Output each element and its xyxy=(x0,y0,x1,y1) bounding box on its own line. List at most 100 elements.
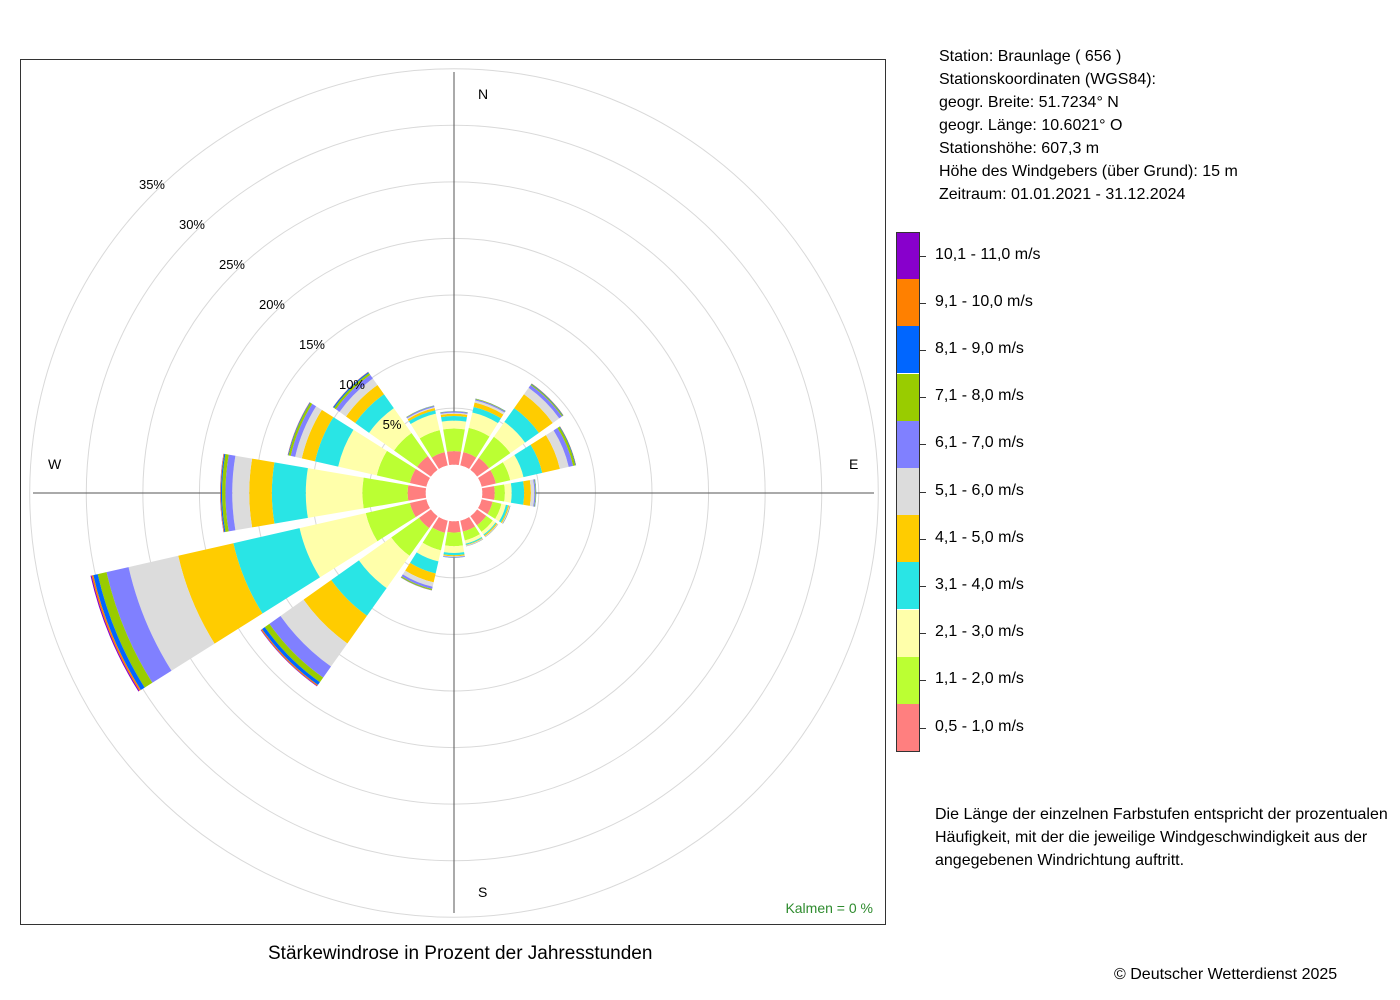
ring-label: 5% xyxy=(383,417,402,432)
rose-segment-e-3 xyxy=(510,481,525,505)
ring-label: 35% xyxy=(139,177,165,192)
legend-swatch xyxy=(896,468,920,515)
legend-label: 8,1 - 9,0 m/s xyxy=(935,340,1024,357)
rose-segment-ssw-2 xyxy=(416,542,441,562)
rose-segment-ese-4 xyxy=(500,505,510,524)
rose-segment-nw-2 xyxy=(369,408,412,451)
legend-label: 9,1 - 10,0 m/s xyxy=(935,292,1033,310)
legend-label: 4,1 - 5,0 m/s xyxy=(935,528,1024,546)
rose-segment-wnw-3 xyxy=(314,417,354,467)
legend-label: 1,1 - 2,0 m/s xyxy=(935,670,1024,688)
rose-segment-sse-2 xyxy=(464,534,482,544)
station-info: Station: Braunlage ( 656 ) Stationskoord… xyxy=(939,45,1238,206)
rose-segment-ene-6 xyxy=(553,427,574,467)
wind-rose-svg: 5% 10% 15% 20% 25% 30% 35% xyxy=(29,68,879,918)
rose-segment-nw-3 xyxy=(355,394,394,433)
legend-tick xyxy=(920,491,926,493)
rose-segment-nw-7 xyxy=(333,372,371,410)
rose-segment-w-8 xyxy=(220,453,226,533)
rose-segment-wsw-7 xyxy=(97,572,153,688)
rose-segment-ene-4 xyxy=(530,435,560,473)
rose-segment-e-0 xyxy=(481,486,495,500)
rose-segment-ne-5 xyxy=(524,387,560,423)
legend-label: 5,1 - 6,0 m/s xyxy=(935,481,1024,499)
rose-segment-sw-1 xyxy=(391,517,430,556)
rose-segment-sse-4 xyxy=(465,538,483,546)
legend-tick xyxy=(920,255,926,257)
rose-segment-ssw-6 xyxy=(401,574,433,589)
legend-label: 3,1 - 4,0 m/s xyxy=(935,576,1024,593)
rose-segment-w-0 xyxy=(407,485,427,501)
rose-segment-sse-1 xyxy=(462,526,480,541)
rose-segment-nnw-3 xyxy=(408,410,436,425)
station-elevation: Stationshöhe: 607,3 m xyxy=(939,140,1100,157)
rose-segment-sw-7 xyxy=(264,623,324,683)
rose-segment-ssw-7 xyxy=(400,576,433,591)
rose-segment-nw-5 xyxy=(339,378,378,417)
wind-rose-plot: 5% 10% 15% 20% 25% 30% 35% N E S W Kalmen = 0 … xyxy=(20,59,886,925)
legend-label: 7,1 - 8,0 m/s xyxy=(935,387,1024,405)
rose-segment-se-4 xyxy=(484,523,498,537)
rose-segment-e-4 xyxy=(523,480,531,506)
legend-label: 2,1 - 3,0 m/s xyxy=(935,623,1024,641)
rose-segment-n-4 xyxy=(440,413,468,418)
rose-segment-w-9 xyxy=(220,453,225,533)
rose-segment-wnw-6 xyxy=(290,403,317,457)
rose-segment-wsw-4 xyxy=(178,543,263,644)
rose-segment-n-3 xyxy=(441,416,467,422)
rose-segment-wnw-0 xyxy=(409,468,431,487)
rose-segment-sw-4 xyxy=(303,580,367,644)
rose-segment-sse-3 xyxy=(465,537,483,545)
rose-segment-ne-0 xyxy=(470,457,490,477)
legend-swatch xyxy=(896,704,920,751)
legend-swatch xyxy=(896,656,920,704)
legend-swatch xyxy=(896,562,920,610)
rose-segment-ese-2 xyxy=(495,503,506,522)
legend-swatch xyxy=(896,279,920,327)
rose-segment-e-2 xyxy=(504,483,512,503)
rose-segment-s-6 xyxy=(443,556,465,558)
rose-segment-wsw-8 xyxy=(93,574,145,691)
rose-segment-wnw-1 xyxy=(376,450,416,483)
legend-swatch xyxy=(896,515,920,563)
rose-segment-ne-2 xyxy=(493,421,526,454)
rose-segment-ene-2 xyxy=(502,455,524,481)
rose-segment-s-3 xyxy=(443,552,465,556)
rose-segment-sw-3 xyxy=(331,560,387,616)
explanation-text: Die Länge der einzelnen Farbstufen entsp… xyxy=(935,803,1395,872)
rose-segment-n-2 xyxy=(441,420,467,430)
rose-segment-nne-3 xyxy=(472,406,501,424)
station-name: Station: Braunlage ( 656 ) xyxy=(939,48,1122,65)
rose-segment-nw-6 xyxy=(335,374,373,412)
rose-segment-ssw-4 xyxy=(405,562,436,583)
rose-segment-ne-3 xyxy=(504,408,539,443)
explanation-line: Die Länge der einzelnen Farbstufen entsp… xyxy=(935,806,1388,823)
rose-segment-nnw-2 xyxy=(410,413,440,439)
rose-segment-ne-7 xyxy=(530,384,563,417)
rose-segment-ne-4 xyxy=(514,394,553,433)
legend-tick xyxy=(920,397,926,399)
rose-segment-ssw-0 xyxy=(432,516,448,533)
legend-tick xyxy=(920,538,926,540)
ring-label: 30% xyxy=(179,217,205,232)
legend-tick xyxy=(920,633,926,635)
calm-label: Kalmen = 0 % xyxy=(785,900,873,916)
rose-segment-nnw-5 xyxy=(407,406,435,420)
legend-tick xyxy=(920,350,926,351)
rose-segment-ssw-1 xyxy=(422,527,445,551)
rose-segment-ene-7 xyxy=(557,426,576,466)
rose-segment-wnw-7 xyxy=(288,402,313,456)
copyright: © Deutscher Wetterdienst 2025 xyxy=(1114,966,1338,983)
rose-segment-wsw-6 xyxy=(106,567,172,683)
rose-segment-w-7 xyxy=(222,454,229,532)
rose-segment-s-4 xyxy=(443,554,465,557)
rose-segment-nnw-4 xyxy=(407,408,436,422)
rose-segment-sw-0 xyxy=(418,509,438,529)
station-longitude: geogr. Länge: 10.6021° O xyxy=(939,117,1123,134)
rose-segment-ese-3 xyxy=(499,504,509,523)
rose-segment-n-1 xyxy=(443,428,465,452)
rose-segment-wnw-5 xyxy=(295,406,322,459)
direction-label-w: W xyxy=(48,456,62,472)
center-hole xyxy=(425,464,483,522)
legend-tick xyxy=(920,680,926,682)
